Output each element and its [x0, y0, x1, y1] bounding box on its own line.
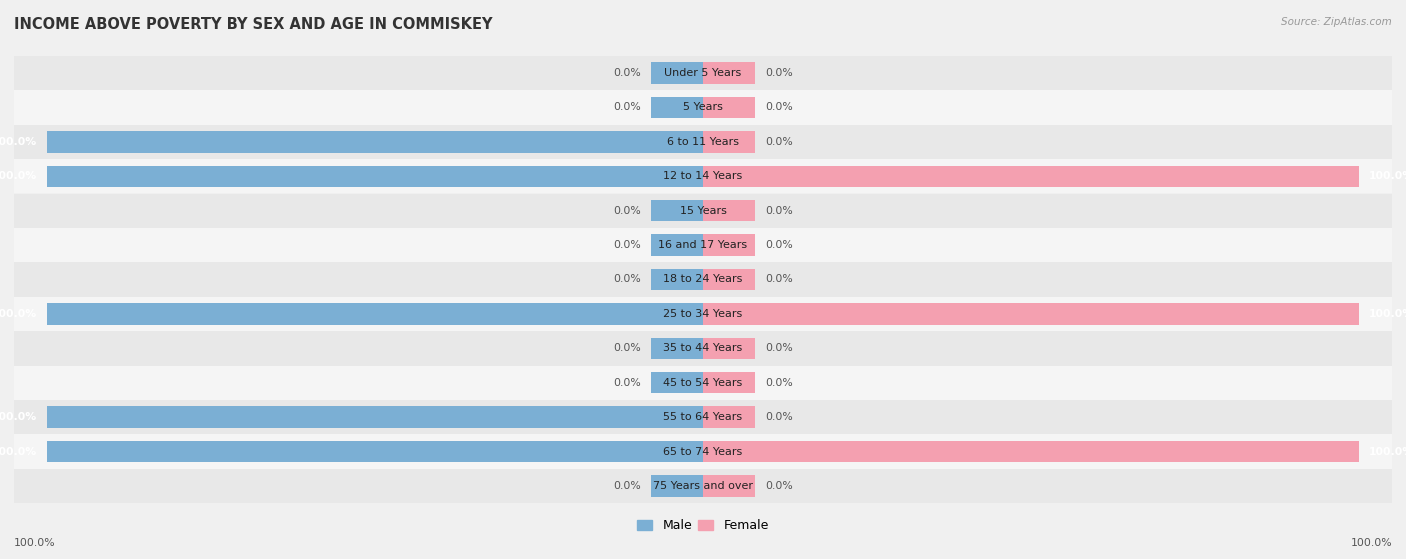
Bar [46, 303, 703, 325]
Text: 0.0%: 0.0% [613, 206, 641, 216]
Text: 0.0%: 0.0% [765, 206, 793, 216]
Bar [703, 406, 755, 428]
Text: 100.0%: 100.0% [0, 309, 37, 319]
Text: 16 and 17 Years: 16 and 17 Years [658, 240, 748, 250]
Bar [14, 331, 1392, 366]
Text: Source: ZipAtlas.com: Source: ZipAtlas.com [1281, 17, 1392, 27]
Text: 0.0%: 0.0% [765, 481, 793, 491]
Bar [651, 97, 703, 118]
Text: 100.0%: 100.0% [1350, 538, 1392, 548]
Text: 100.0%: 100.0% [1369, 171, 1406, 181]
Bar [703, 131, 755, 153]
Text: 100.0%: 100.0% [0, 447, 37, 457]
Bar [703, 63, 755, 84]
Bar [14, 56, 1392, 91]
Bar [703, 372, 755, 394]
Bar [14, 228, 1392, 262]
Text: 100.0%: 100.0% [0, 412, 37, 422]
Bar [703, 475, 755, 496]
Text: 0.0%: 0.0% [613, 68, 641, 78]
Text: 0.0%: 0.0% [765, 102, 793, 112]
Text: 0.0%: 0.0% [613, 378, 641, 388]
Bar [651, 234, 703, 256]
Text: 5 Years: 5 Years [683, 102, 723, 112]
Text: 0.0%: 0.0% [765, 68, 793, 78]
Text: INCOME ABOVE POVERTY BY SEX AND AGE IN COMMISKEY: INCOME ABOVE POVERTY BY SEX AND AGE IN C… [14, 17, 492, 32]
Text: 100.0%: 100.0% [0, 137, 37, 147]
Bar [703, 338, 755, 359]
Bar [46, 441, 703, 462]
Bar [651, 372, 703, 394]
Bar [703, 269, 755, 290]
Text: 55 to 64 Years: 55 to 64 Years [664, 412, 742, 422]
Text: 0.0%: 0.0% [765, 240, 793, 250]
Text: 0.0%: 0.0% [613, 240, 641, 250]
Text: 0.0%: 0.0% [765, 378, 793, 388]
Bar [14, 159, 1392, 193]
Text: 0.0%: 0.0% [765, 274, 793, 285]
Text: 100.0%: 100.0% [14, 538, 56, 548]
Bar [651, 269, 703, 290]
Text: 0.0%: 0.0% [613, 481, 641, 491]
Text: 12 to 14 Years: 12 to 14 Years [664, 171, 742, 181]
Text: 0.0%: 0.0% [613, 274, 641, 285]
Bar [14, 366, 1392, 400]
Text: 100.0%: 100.0% [1369, 309, 1406, 319]
Text: 35 to 44 Years: 35 to 44 Years [664, 343, 742, 353]
Bar [46, 131, 703, 153]
Legend: Male, Female: Male, Female [633, 514, 773, 537]
Text: Under 5 Years: Under 5 Years [665, 68, 741, 78]
Text: 6 to 11 Years: 6 to 11 Years [666, 137, 740, 147]
Bar [651, 200, 703, 221]
Bar [46, 406, 703, 428]
Text: 45 to 54 Years: 45 to 54 Years [664, 378, 742, 388]
Text: 75 Years and over: 75 Years and over [652, 481, 754, 491]
Bar [703, 303, 1360, 325]
Text: 18 to 24 Years: 18 to 24 Years [664, 274, 742, 285]
Bar [703, 97, 755, 118]
Text: 100.0%: 100.0% [0, 171, 37, 181]
Text: 0.0%: 0.0% [765, 412, 793, 422]
Text: 100.0%: 100.0% [1369, 447, 1406, 457]
Bar [14, 125, 1392, 159]
Bar [703, 234, 755, 256]
Bar [651, 475, 703, 496]
Bar [14, 434, 1392, 468]
Bar [651, 338, 703, 359]
Bar [651, 63, 703, 84]
Text: 0.0%: 0.0% [613, 343, 641, 353]
Text: 15 Years: 15 Years [679, 206, 727, 216]
Text: 65 to 74 Years: 65 to 74 Years [664, 447, 742, 457]
Bar [14, 297, 1392, 331]
Bar [14, 468, 1392, 503]
Text: 0.0%: 0.0% [613, 102, 641, 112]
Bar [14, 91, 1392, 125]
Bar [14, 193, 1392, 228]
Bar [46, 165, 703, 187]
Bar [14, 262, 1392, 297]
Text: 0.0%: 0.0% [765, 137, 793, 147]
Text: 0.0%: 0.0% [765, 343, 793, 353]
Bar [703, 441, 1360, 462]
Bar [703, 200, 755, 221]
Text: 25 to 34 Years: 25 to 34 Years [664, 309, 742, 319]
Bar [14, 400, 1392, 434]
Bar [703, 165, 1360, 187]
